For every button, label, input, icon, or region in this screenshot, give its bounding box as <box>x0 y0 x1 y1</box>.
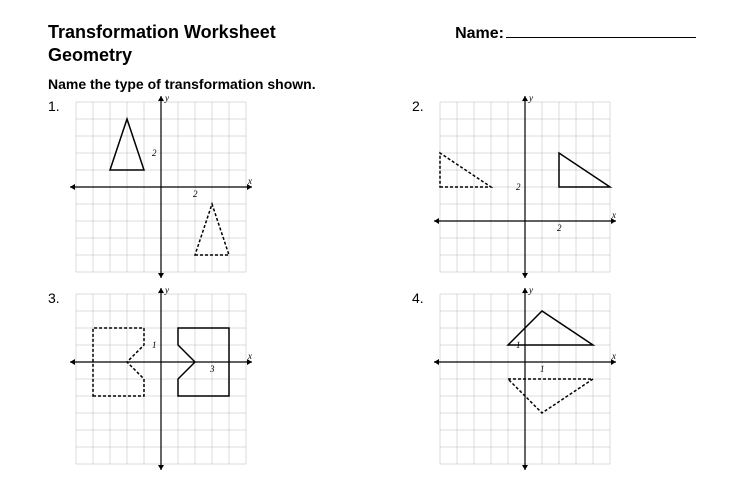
svg-text:3: 3 <box>209 364 215 374</box>
svg-text:1: 1 <box>540 364 545 374</box>
svg-text:x: x <box>247 176 252 186</box>
worksheet-page: Transformation Worksheet Geometry Name: … <box>0 0 734 500</box>
problem-cell: 3. x y 3 1 <box>48 286 332 472</box>
problem-cell: 2. x y 2 2 <box>412 94 696 280</box>
name-label: Name: <box>455 25 504 42</box>
worksheet-subtitle: Geometry <box>48 45 276 66</box>
svg-text:x: x <box>611 210 616 220</box>
name-blank-line[interactable] <box>506 37 696 38</box>
coordinate-grid: x y 2 2 <box>432 94 618 280</box>
worksheet-title: Transformation Worksheet <box>48 22 276 43</box>
svg-text:x: x <box>611 351 616 361</box>
problems-grid: 1.xy222.xy223.xy314.xy11 <box>48 94 696 472</box>
instruction-text: Name the type of transformation shown. <box>48 76 696 92</box>
svg-text:y: y <box>528 94 533 103</box>
problem-number: 3. <box>48 286 68 306</box>
name-field: Name: <box>455 25 696 43</box>
svg-text:y: y <box>164 94 169 103</box>
svg-text:1: 1 <box>152 340 157 350</box>
header-row: Transformation Worksheet Geometry Name: <box>48 22 696 66</box>
svg-text:2: 2 <box>193 189 198 199</box>
coordinate-grid: x y 3 1 <box>68 286 254 472</box>
svg-text:y: y <box>528 286 533 295</box>
coordinate-grid: x y 2 2 <box>68 94 254 280</box>
svg-text:2: 2 <box>516 182 521 192</box>
coordinate-grid: xy11 <box>432 286 618 472</box>
problem-cell: 4.xy11 <box>412 286 696 472</box>
svg-text:y: y <box>164 286 169 295</box>
svg-text:2: 2 <box>152 148 157 158</box>
problem-number: 1. <box>48 94 68 114</box>
svg-text:x: x <box>247 351 252 361</box>
problem-number: 2. <box>412 94 432 114</box>
svg-text:2: 2 <box>557 223 562 233</box>
problem-number: 4. <box>412 286 432 306</box>
problem-cell: 1. x y 2 2 <box>48 94 332 280</box>
